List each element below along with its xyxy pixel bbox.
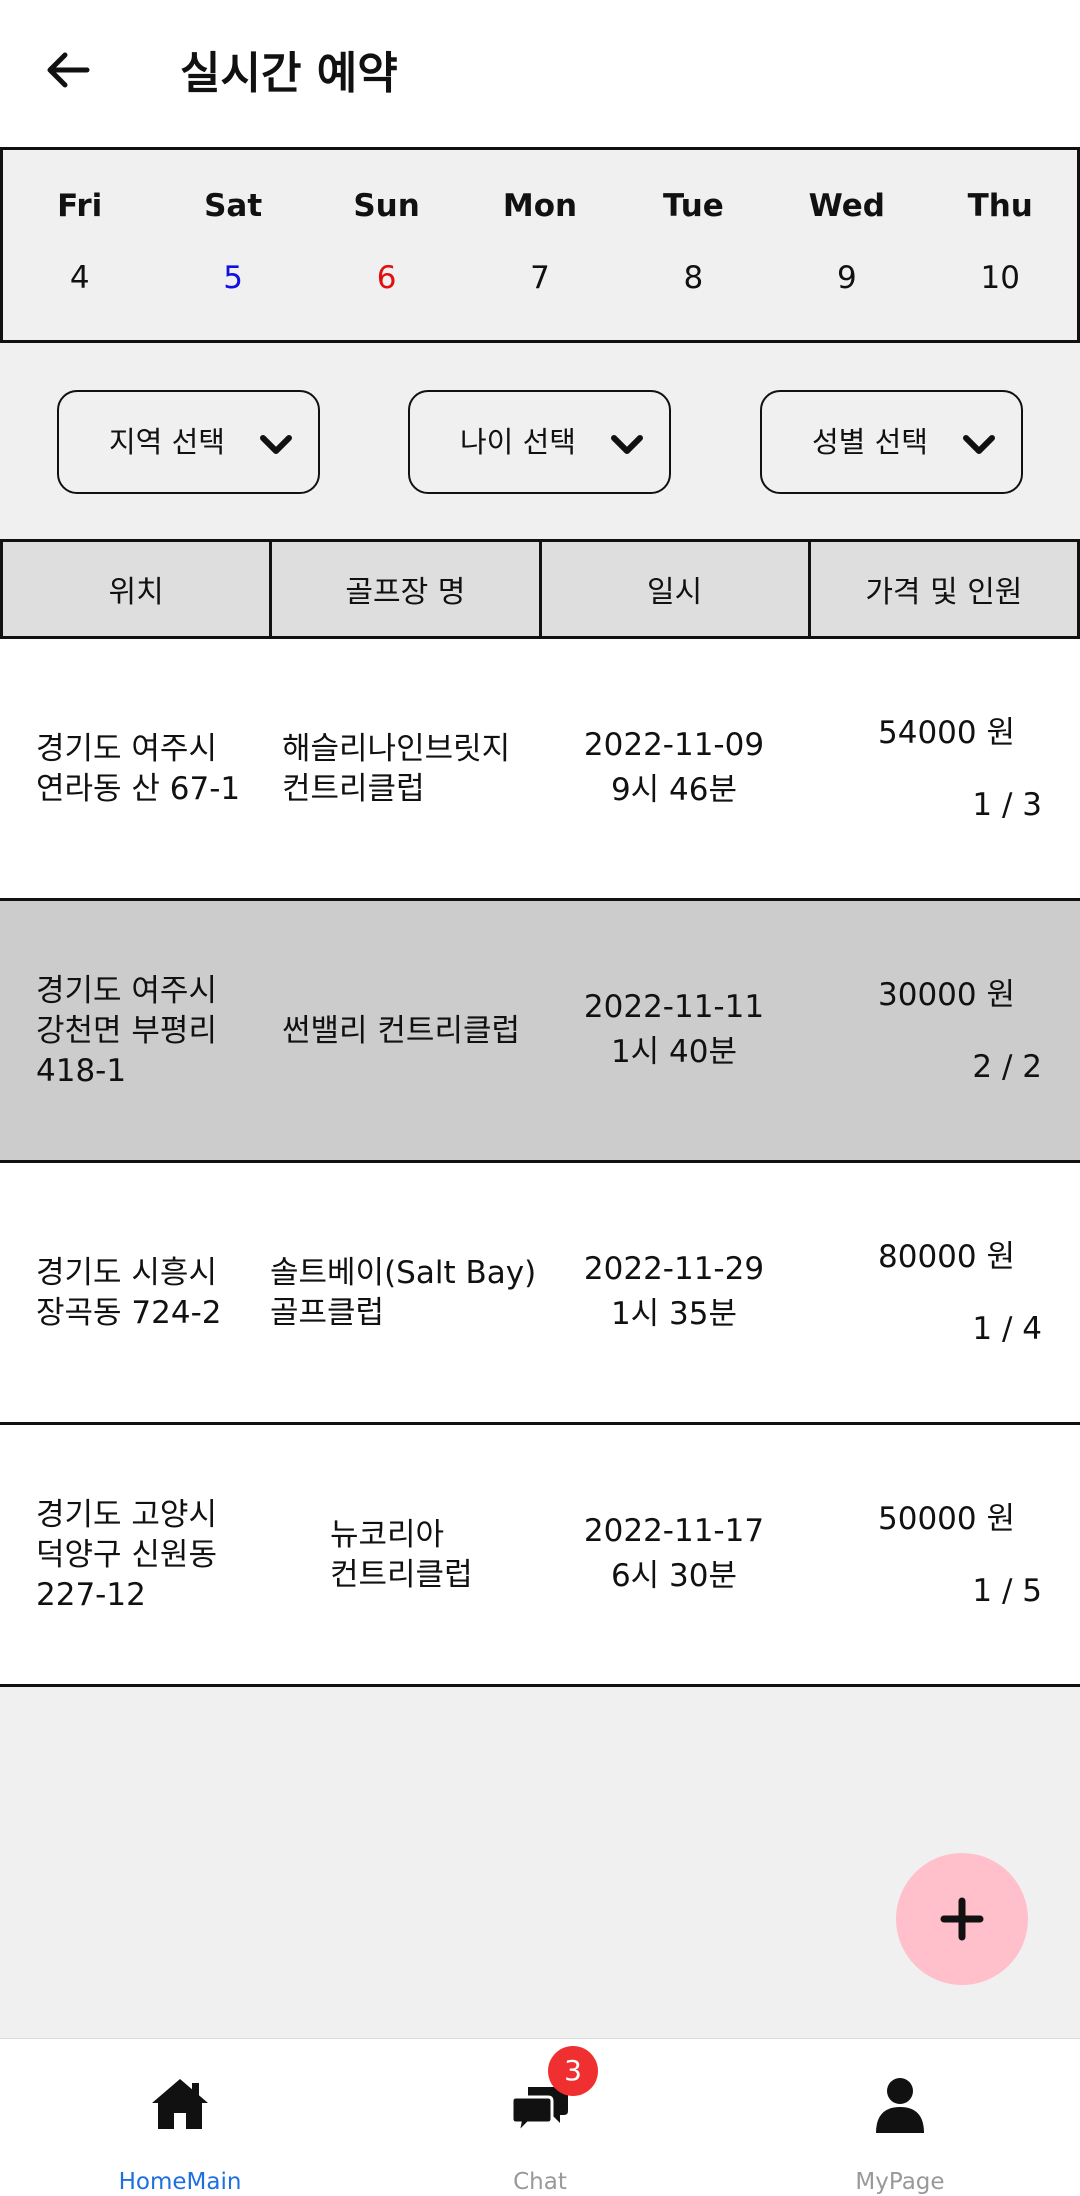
table-row[interactable]: 경기도 고양시 덕양구 신원동 227-12 뉴코리아 컨트리클럽 2022-1… — [0, 1425, 1080, 1687]
day-of-week: Wed — [808, 188, 885, 224]
row-price: 50000 원 — [878, 1501, 1015, 1537]
column-header-course: 골프장 명 — [269, 539, 542, 639]
day-date: 8 — [683, 260, 704, 296]
row-location: 경기도 시흥시 장곡동 724-2 — [36, 1255, 222, 1331]
arrow-left-icon — [47, 52, 90, 88]
chat-icon — [510, 2087, 568, 2137]
day-of-week: Mon — [502, 188, 578, 224]
gender-filter-label: 성별 선택 — [812, 425, 928, 459]
age-filter-dropdown[interactable]: 나이 선택 — [408, 390, 671, 494]
calendar-day-sat[interactable]: Sat 5 — [156, 150, 309, 340]
day-of-week: Thu — [967, 188, 1033, 224]
row-price: 54000 원 — [878, 715, 1015, 751]
row-datetime: 2022-11-17 6시 30분 — [583, 1513, 765, 1594]
plus-icon — [940, 1897, 984, 1941]
row-location: 경기도 여주시 강천면 부평리 418-1 — [36, 973, 217, 1089]
row-location: 경기도 고양시 덕양구 신원동 227-12 — [36, 1497, 217, 1613]
row-datetime: 2022-11-29 1시 35분 — [583, 1251, 765, 1332]
day-date: 5 — [223, 260, 243, 296]
chevron-down-icon — [963, 435, 995, 454]
chevron-down-icon — [611, 435, 643, 454]
row-price: 80000 원 — [878, 1239, 1015, 1275]
day-date: 4 — [69, 260, 90, 296]
nav-label-homemain: HomeMain — [118, 2169, 242, 2195]
home-icon — [152, 2079, 208, 2129]
page-title: 실시간 예약 — [180, 48, 398, 99]
row-course-name: 썬밸리 컨트리클럽 — [282, 1013, 521, 1049]
nav-label-chat: Chat — [513, 2169, 567, 2195]
table-row[interactable]: 경기도 여주시 강천면 부평리 418-1 썬밸리 컨트리클럽 2022-11-… — [0, 901, 1080, 1163]
calendar-day-wed[interactable]: Wed 9 — [770, 150, 923, 340]
calendar-day-mon[interactable]: Mon 7 — [463, 150, 616, 340]
row-course-name: 솔트베이(Salt Bay) 골프클럽 — [270, 1255, 537, 1331]
day-of-week: Fri — [57, 188, 103, 224]
app-header: 실시간 예약 — [0, 0, 1080, 147]
table-header: 위치 골프장 명 일시 가격 및 인원 — [0, 539, 1080, 639]
calendar-day-sun[interactable]: Sun 6 — [310, 150, 463, 340]
age-filter-label: 나이 선택 — [460, 425, 576, 459]
nav-item-mypage[interactable]: MyPage — [720, 2039, 1080, 2196]
add-reservation-button[interactable] — [896, 1853, 1028, 1985]
nav-item-chat[interactable]: Chat — [360, 2039, 720, 2196]
row-price: 30000 원 — [878, 977, 1015, 1013]
row-location: 경기도 여주시 연라동 산 67-1 — [36, 731, 241, 807]
row-people: 1 / 3 — [972, 787, 1042, 823]
region-filter-label: 지역 선택 — [109, 425, 225, 459]
column-header-datetime: 일시 — [538, 539, 811, 639]
row-datetime: 2022-11-09 9시 46분 — [583, 727, 765, 808]
back-button[interactable] — [38, 40, 98, 100]
day-of-week: Sat — [204, 188, 263, 224]
row-datetime: 2022-11-11 1시 40분 — [583, 989, 765, 1070]
day-date: 7 — [530, 260, 550, 296]
table-row[interactable]: 경기도 여주시 연라동 산 67-1 해슬리나인브릿지 컨트리클럽 2022-1… — [0, 639, 1080, 901]
day-date: 9 — [836, 260, 857, 296]
nav-item-homemain[interactable]: HomeMain — [0, 2039, 360, 2196]
calendar-day-fri[interactable]: Fri 4 — [3, 150, 156, 340]
calendar-day-tue[interactable]: Tue 8 — [617, 150, 770, 340]
nav-label-mypage: MyPage — [855, 2169, 945, 2195]
day-of-week: Sun — [353, 188, 420, 224]
day-of-week: Tue — [662, 188, 724, 224]
week-calendar: Fri 4 Sat 5 Sun 6 Mon 7 Tue 8 Wed 9 Thu … — [0, 147, 1080, 343]
region-filter-dropdown[interactable]: 지역 선택 — [57, 390, 320, 494]
table-row[interactable]: 경기도 시흥시 장곡동 724-2 솔트베이(Salt Bay) 골프클럽 20… — [0, 1163, 1080, 1425]
row-people: 1 / 5 — [972, 1573, 1042, 1609]
day-date: 10 — [980, 260, 1020, 296]
row-course-name: 뉴코리아 컨트리클럽 — [330, 1517, 473, 1593]
bottom-navigation: HomeMain Chat MyPage — [0, 2038, 1080, 2196]
column-header-price-people: 가격 및 인원 — [807, 539, 1080, 639]
chevron-down-icon — [260, 435, 292, 454]
day-date: 6 — [376, 260, 397, 296]
column-header-location: 위치 — [0, 539, 273, 639]
gender-filter-dropdown[interactable]: 성별 선택 — [760, 390, 1023, 494]
calendar-day-thu[interactable]: Thu 10 — [924, 150, 1077, 340]
row-course-name: 해슬리나인브릿지 컨트리클럽 — [282, 731, 511, 807]
row-people: 2 / 2 — [972, 1049, 1042, 1085]
row-people: 1 / 4 — [972, 1311, 1042, 1347]
user-icon — [876, 2078, 924, 2133]
chat-unread-badge: 3 — [548, 2046, 598, 2096]
